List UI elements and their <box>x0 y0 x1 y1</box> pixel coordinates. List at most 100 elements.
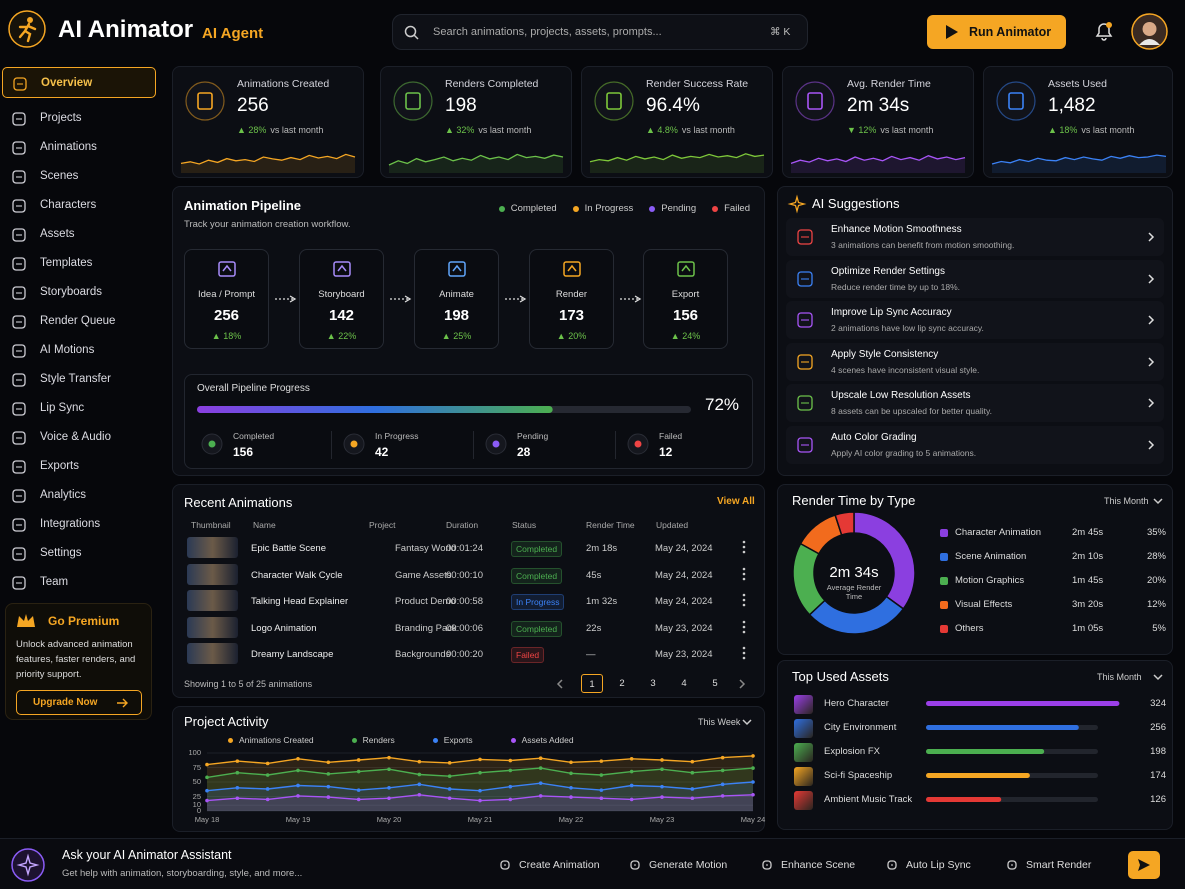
run-button[interactable]: Run Animator <box>927 15 1066 49</box>
icon-shape <box>12 344 26 358</box>
nav-item[interactable]: Exports <box>2 451 156 482</box>
page-button[interactable]: 5 <box>712 678 718 689</box>
nav-item[interactable]: Style Transfer <box>2 364 156 395</box>
suggestion-item[interactable]: Enhance Motion Smoothness 3 animations ca… <box>786 218 1164 256</box>
nav-item[interactable]: Animations <box>2 132 156 163</box>
nav-item[interactable]: Lip Sync <box>2 393 156 424</box>
chart-period[interactable]: This Week <box>698 717 741 727</box>
avatar-face <box>1142 22 1157 36</box>
suggestion-item[interactable]: Auto Color Grading Apply AI color grading… <box>786 425 1164 464</box>
nav-item[interactable]: Overview <box>2 67 156 98</box>
page-button[interactable]: 3 <box>650 678 656 689</box>
series-point <box>205 762 209 767</box>
icon <box>12 373 26 387</box>
y-tick-label: 0 <box>196 806 201 815</box>
suggestion-title: Auto Color Grading <box>831 431 917 443</box>
series-point <box>417 782 422 787</box>
chevron-shape <box>1153 674 1163 681</box>
nav-item[interactable]: Render Queue <box>2 306 156 337</box>
premium-title: Go Premium <box>48 614 120 628</box>
sparkline <box>790 154 966 173</box>
upgrade-label: Upgrade Now <box>33 697 98 708</box>
y-tick-label: 100 <box>188 748 201 757</box>
icon <box>12 344 26 358</box>
action-button[interactable]: Generate Motion <box>623 854 735 876</box>
progress-bar <box>197 406 691 413</box>
icon-shape <box>13 77 27 91</box>
action-button[interactable]: Create Animation <box>493 854 608 876</box>
column-header: Thumbnail <box>191 520 231 530</box>
stage-icon <box>563 261 581 277</box>
suggestion-item[interactable]: Improve Lip Sync Accuracy 2 animations ha… <box>786 301 1164 339</box>
chevron <box>1153 498 1163 505</box>
legend-label: Others <box>955 623 984 634</box>
icon-shape <box>12 228 26 242</box>
legend-value: 35% <box>1146 527 1166 538</box>
notifications[interactable] <box>1091 18 1117 46</box>
stage-value: 156 <box>672 307 699 324</box>
stage-change: ▲ 18% <box>211 331 242 341</box>
asset-value: 126 <box>1150 794 1166 805</box>
view-all[interactable]: View All <box>717 496 755 507</box>
search-box[interactable]: Search animations, projects, assets, pro… <box>392 14 808 50</box>
icon-shape <box>630 860 640 870</box>
status-value: 42 <box>375 445 389 459</box>
asset-bars <box>926 701 1120 802</box>
nav-item[interactable]: Team <box>2 567 156 598</box>
action-button[interactable]: Smart Render <box>1000 854 1099 876</box>
action-button[interactable]: Enhance Scene <box>755 854 863 876</box>
row-menu <box>742 593 746 607</box>
chevron-shape <box>742 719 752 726</box>
series-point <box>447 787 452 791</box>
nav-item[interactable]: AI Motions <box>2 335 156 366</box>
status-dot <box>634 440 642 448</box>
cell: — <box>586 649 596 660</box>
page-button[interactable]: 2 <box>619 678 625 689</box>
nav-item[interactable]: Voice & Audio <box>2 422 156 453</box>
suggestion-item[interactable]: Optimize Render Settings Reduce render ti… <box>786 259 1164 298</box>
chart-period[interactable]: This Month <box>1097 672 1142 682</box>
status-dot <box>208 440 216 448</box>
nav-item[interactable]: Integrations <box>2 509 156 540</box>
cell: 00:00:58 <box>446 596 483 607</box>
asset-value: 174 <box>1150 770 1166 781</box>
series-point <box>356 797 361 802</box>
stat-icon-ring <box>996 81 1036 121</box>
menu-dot <box>742 567 746 570</box>
stat-icon <box>795 81 835 121</box>
icon <box>12 199 26 213</box>
menu-dot <box>742 620 746 623</box>
brand: AI Animator <box>58 16 194 43</box>
nav-item[interactable]: Analytics <box>2 480 156 511</box>
chart-period[interactable]: This Month <box>1104 496 1149 506</box>
action-button[interactable]: Auto Lip Sync <box>880 854 979 876</box>
bell-dot <box>1106 22 1112 28</box>
nav-item[interactable]: Projects <box>2 103 156 134</box>
stat-change-note: vs last month <box>1081 125 1135 135</box>
nav-item[interactable]: Characters <box>2 190 156 221</box>
cell: Epic Battle Scene <box>251 543 326 554</box>
nav-item[interactable]: Scenes <box>2 161 156 192</box>
nav-item[interactable]: Storyboards <box>2 277 156 308</box>
icon-shape <box>12 170 26 184</box>
arrow-icon <box>117 698 128 708</box>
page-button[interactable]: 1 <box>581 674 603 693</box>
nav-item[interactable]: Settings <box>2 538 156 569</box>
upgrade-button[interactable]: Upgrade Now <box>16 690 142 715</box>
icon-shape <box>12 315 26 329</box>
nav-item[interactable]: Assets <box>2 219 156 250</box>
icon-shape <box>797 312 813 328</box>
suggestion-item[interactable]: Apply Style Consistency 4 scenes have inc… <box>786 342 1164 381</box>
chevron <box>1148 439 1155 450</box>
icon <box>12 547 26 561</box>
donut-center-value: 2m 34s <box>829 564 879 581</box>
nav-item[interactable]: Templates <box>2 248 156 279</box>
send-button[interactable] <box>1128 851 1160 879</box>
stat-icon-shape <box>606 92 622 110</box>
icon <box>12 228 26 242</box>
suggestion-item[interactable]: Upscale Low Resolution Assets 8 assets ca… <box>786 384 1164 422</box>
stat-label: Assets Used <box>1048 78 1107 90</box>
page-button[interactable]: 4 <box>681 678 687 689</box>
y-tick-label: 50 <box>192 777 201 786</box>
suggestion-text: 3 animations can benefit from motion smo… <box>831 240 1015 250</box>
